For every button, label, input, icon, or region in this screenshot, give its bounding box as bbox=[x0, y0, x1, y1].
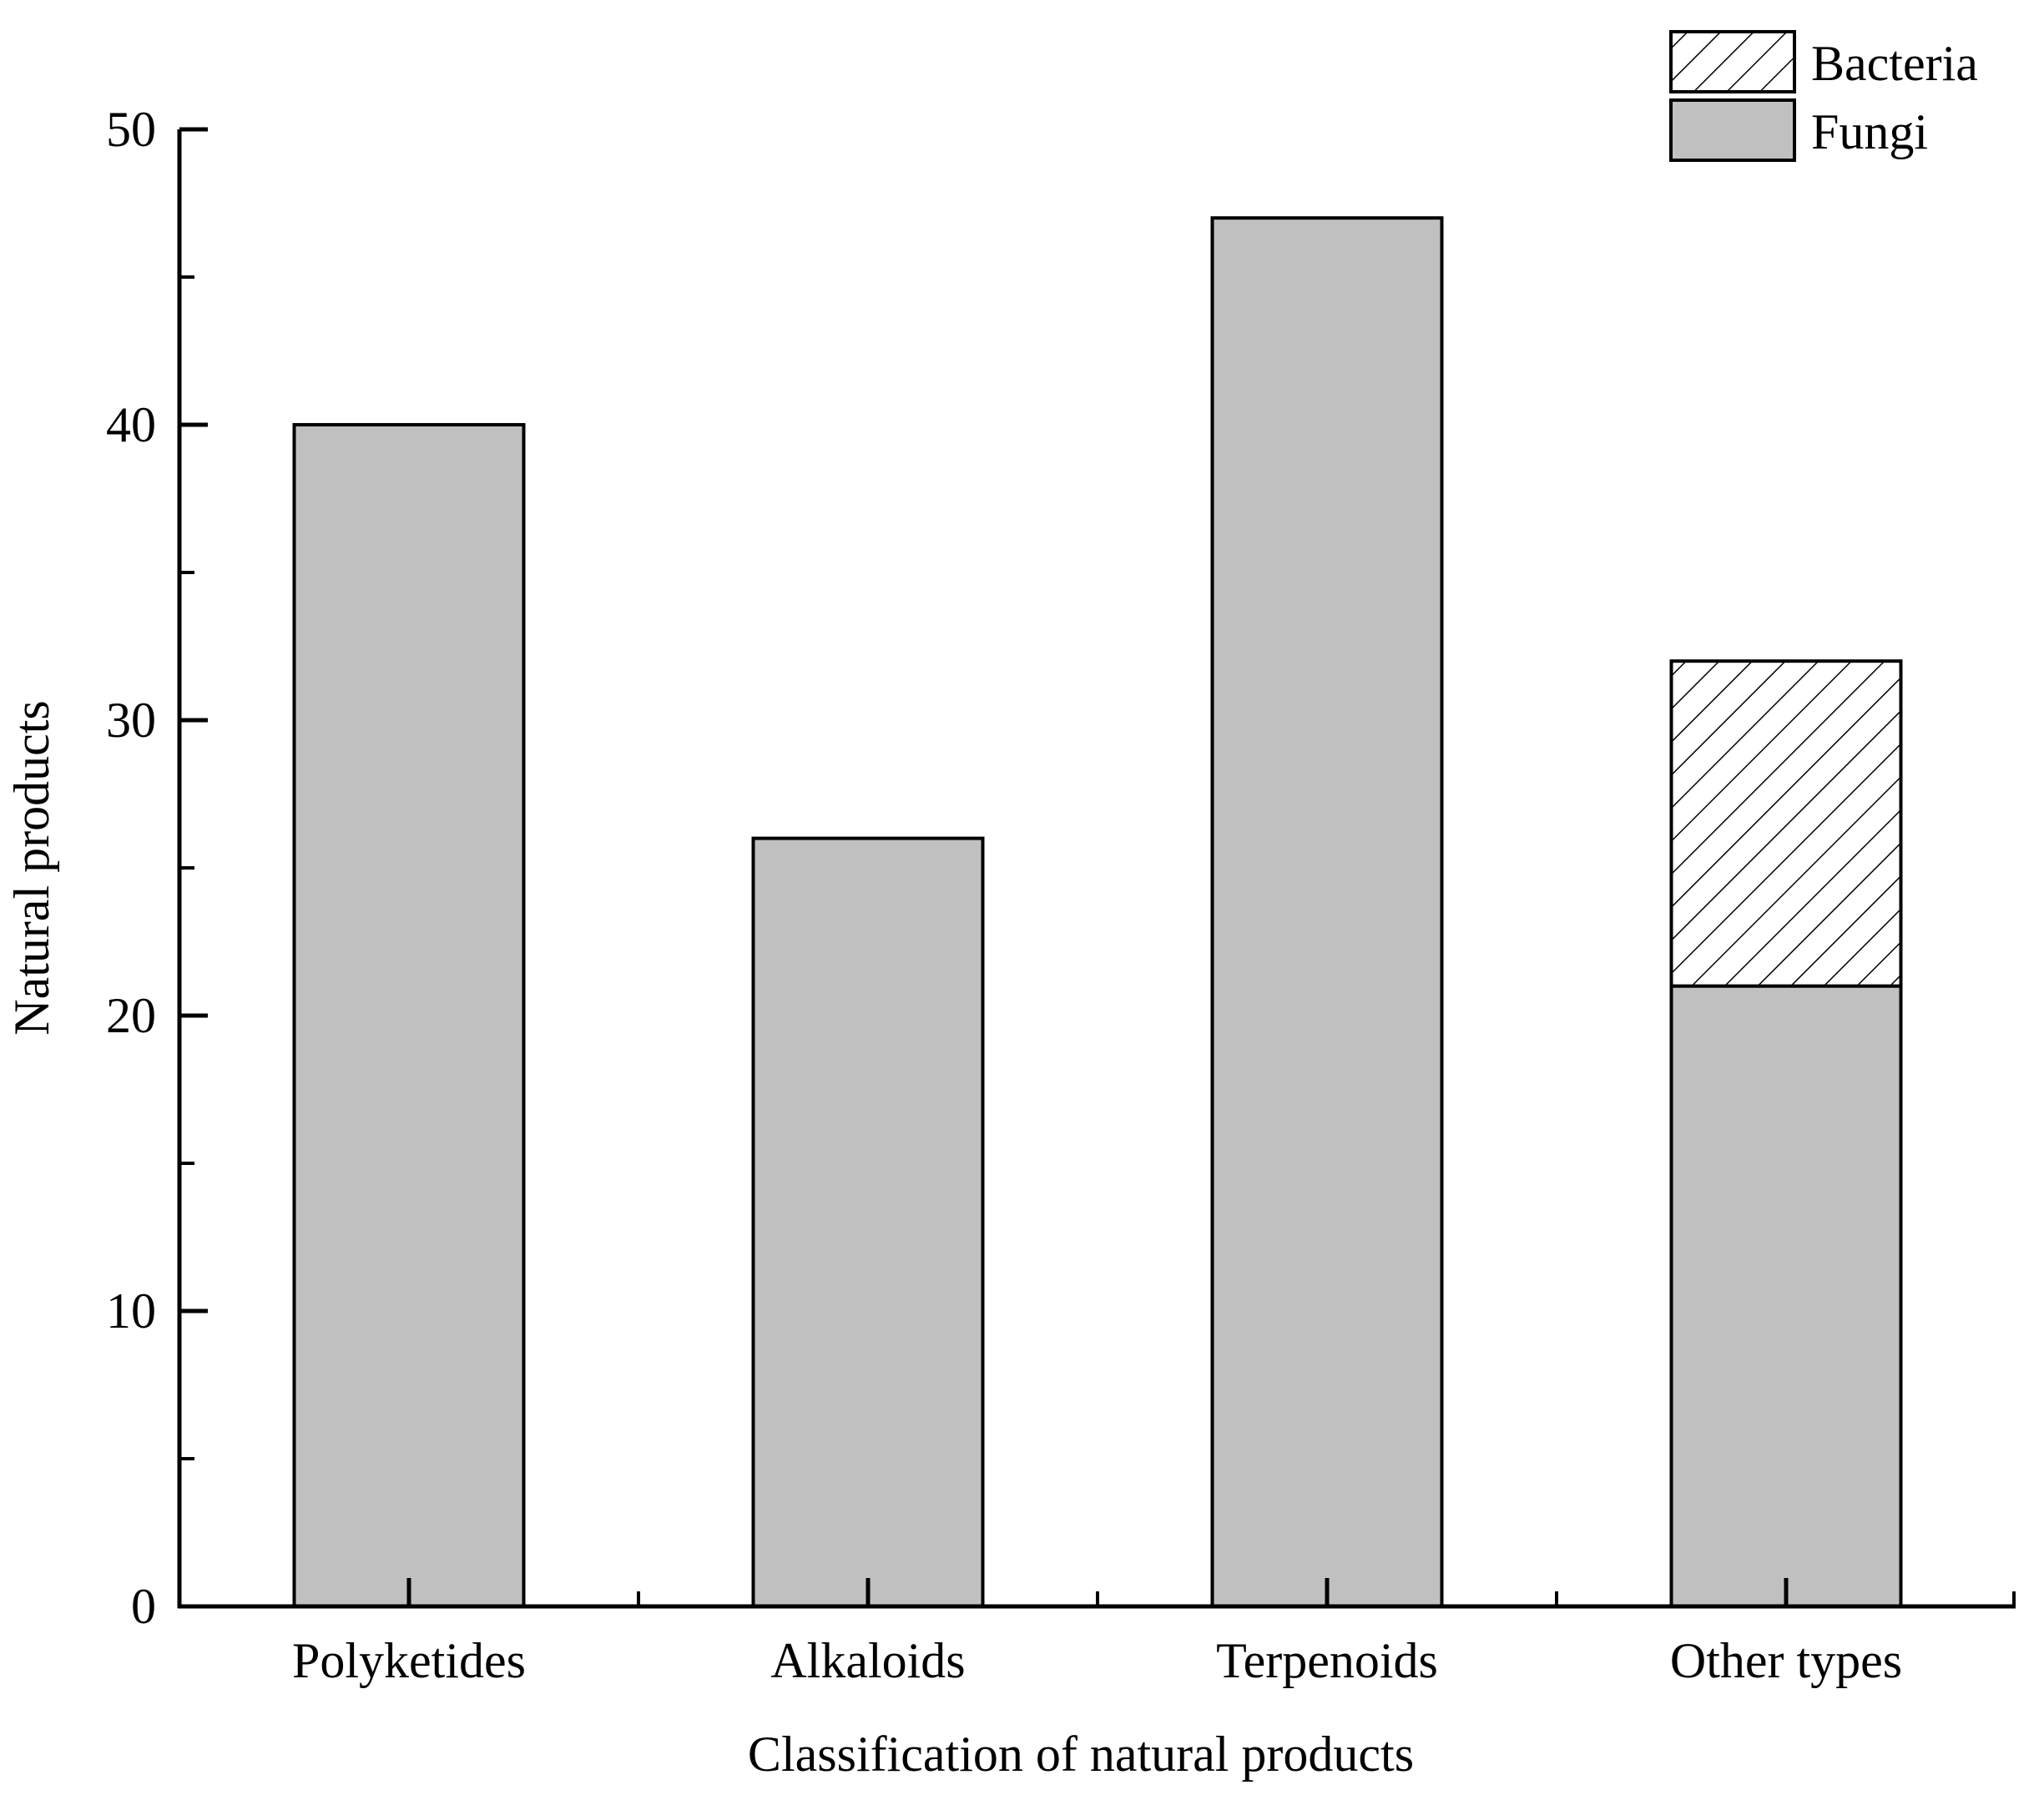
y-tick-label: 40 bbox=[106, 397, 156, 452]
bar-fungi-polyketides bbox=[292, 423, 526, 1608]
y-tick-label: 10 bbox=[106, 1283, 156, 1339]
legend-swatch-bacteria bbox=[1669, 30, 1796, 93]
bar-bacteria-other-types bbox=[1669, 659, 1903, 988]
y-ticks: 0 10 20 30 40 50 bbox=[106, 102, 208, 1634]
legend: Bacteria Fungi bbox=[1669, 30, 1978, 162]
x-axis-title: Classification of natural products bbox=[748, 1727, 1414, 1782]
legend-label-bacteria: Bacteria bbox=[1811, 36, 1978, 91]
y-tick-label: 20 bbox=[106, 988, 156, 1043]
x-tick-label: Other types bbox=[1670, 1633, 1902, 1688]
y-tick-label: 50 bbox=[106, 102, 156, 157]
x-tick-label: Terpenoids bbox=[1216, 1633, 1438, 1688]
bar-fungi-other-types bbox=[1669, 984, 1903, 1608]
legend-swatch-fungi bbox=[1669, 98, 1796, 162]
y-tick-label: 30 bbox=[106, 693, 156, 748]
legend-label-fungi: Fungi bbox=[1811, 104, 1928, 159]
x-ticks: Polyketides Alkaloids Terpenoids Other type… bbox=[292, 1578, 2016, 1688]
bars-layer bbox=[292, 216, 1903, 1609]
y-tick-label: 0 bbox=[131, 1579, 156, 1634]
bar-fungi-terpenoids bbox=[1210, 216, 1444, 1609]
x-tick-label: Polyketides bbox=[292, 1633, 526, 1688]
x-tick-label: Alkaloids bbox=[770, 1633, 965, 1688]
bar-fungi-alkaloids bbox=[751, 836, 985, 1608]
y-axis-title: Natural products bbox=[4, 700, 59, 1036]
